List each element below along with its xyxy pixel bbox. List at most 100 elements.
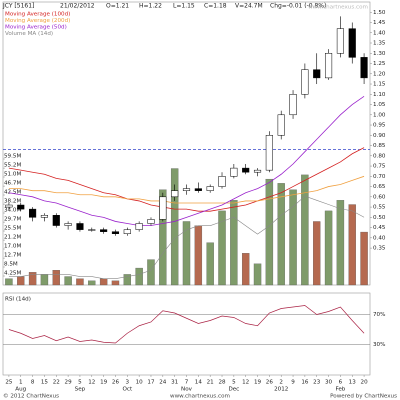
x-tick-label: 15 [41,380,49,386]
volume-tick-label: 8.5M [4,262,18,268]
y-tick-label: 0.40 [373,235,386,241]
volume-tick-label: 21.2M [4,235,21,241]
volume-tick-label: 12.7M [4,253,21,259]
volume-bar [147,259,155,286]
volume-bar [194,225,203,286]
y-tick-label: 0.80 [373,153,386,159]
candle-body [313,69,321,79]
close: C=1.18 [204,3,227,10]
volume-tick-label: 17.0M [4,244,21,250]
candle-body [17,204,25,210]
x-tick-label: 30 [325,380,333,386]
y-tick-label: 0.55 [373,205,386,211]
x-tick-label: 29 [65,380,73,386]
legend-entry: Moving Average (200d) [5,18,70,24]
volume-bar [313,221,321,286]
y-tick-label: 0.45 [373,225,386,231]
x-tick-label: 19 [254,380,262,386]
x-tick-label: 26 [266,380,274,386]
x-tick-label: 3 [126,380,130,386]
candle-body [206,186,214,191]
moving-average-line [8,175,365,204]
volume-bar [170,168,179,286]
candle-body [111,231,120,234]
volume-bar [88,280,96,286]
legend-entry: Moving Average (100d) [5,12,70,18]
volume-ma-line [8,195,365,279]
candle-body [301,69,309,95]
x-tick-label: 5 [232,380,236,386]
candle-body [135,223,143,230]
volume-tick-label: 38.2M [4,199,21,205]
volume-bar [218,210,226,286]
candle-body [29,208,37,218]
y-tick-label: 1.35 [373,41,386,47]
candle-body [88,229,96,231]
candle-body [182,188,191,191]
symbol: JCY [5161] [2,3,34,10]
moving-average-line [8,96,365,226]
volume-bar [123,274,132,286]
volume-tick-label: 59.5M [4,154,21,160]
volume-bar [336,200,345,286]
volume-tick-label: 51.0M [4,172,21,178]
candle-body [242,167,250,173]
x-tick-label: 22 [53,380,60,386]
x-tick-label: 7 [185,380,189,386]
candle-body [194,188,202,191]
volume-tick-label: 34.0M [4,208,21,214]
change: Chg=-0.01 (-0.8%) [270,3,326,10]
y-tick-label: 1.05 [373,102,386,108]
open: O=1.21 [106,3,129,10]
rsi-tick-label: 30% [373,342,385,348]
volume-bar [99,278,108,286]
y-tick-label: 1.00 [373,112,386,118]
x-tick-label: 14 [195,380,203,386]
month-label: Sep [75,387,86,393]
candle-body [171,190,179,198]
y-tick-label: 0.50 [373,215,386,221]
volume-bar [5,278,13,286]
candle-body [159,196,167,220]
month-label: Feb [335,387,345,393]
rsi-tick-label: 70% [373,312,385,318]
y-tick-label: 0.90 [373,133,386,139]
candle-body [230,167,238,177]
y-tick-label: 0.60 [373,194,386,200]
candle-body [64,223,72,226]
candle-body [360,57,368,79]
month-label: Oct [122,387,132,393]
y-tick-label: 1.45 [373,20,386,26]
y-tick-label: 0.65 [373,184,386,190]
candle-body [253,169,262,173]
x-tick-label: 16 [301,380,309,386]
volume-bar [182,221,191,286]
x-tick-label: 1 [19,380,23,386]
x-tick-label: 21 [207,380,215,386]
candle-body [76,223,84,230]
volume-bar [301,174,309,286]
candle-body [100,229,108,232]
x-tick-label: 2 [279,380,283,386]
x-tick-label: 10 [136,380,144,386]
date: 21/02/2012 [60,3,95,10]
volume-tick-label: 46.7M [4,181,21,187]
candle-body [218,176,226,187]
x-tick-label: 9 [291,380,295,386]
x-tick-label: 17 [147,380,155,386]
legend-entry: Volume MA (14d) [5,31,53,37]
moving-average-line [8,147,365,212]
x-tick-label: 20 [361,380,369,386]
rsi-title: RSI (14d) [5,297,31,303]
candle-body [289,94,297,116]
volume: V=24.7M [235,3,263,10]
powered-by: Powered by ChartNexus [330,394,397,400]
x-tick-label: 5 [78,380,82,386]
volume-bar [348,204,356,286]
watermark: www.chartnexus.com [308,5,368,11]
y-tick-label: 0.75 [373,164,386,170]
candle-body [277,114,285,136]
candle-body [336,28,344,54]
y-tick-label: 1.15 [373,82,386,88]
footer-url: www.chartnexus.com [170,394,230,400]
